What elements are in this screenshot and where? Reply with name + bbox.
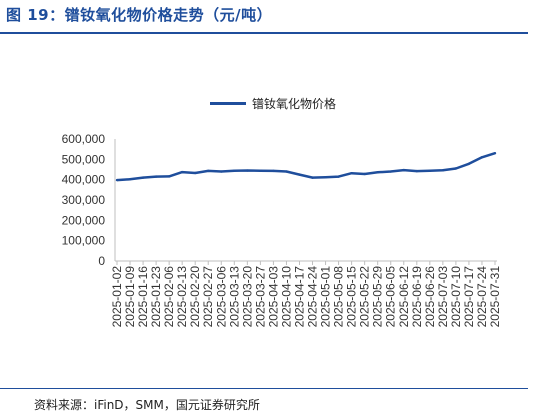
- data-point: [389, 170, 392, 173]
- x-tick-label: 2025-01-02: [110, 266, 124, 328]
- data-point: [376, 171, 379, 174]
- data-point: [298, 173, 301, 176]
- x-tick-label: 2025-03-20: [240, 266, 254, 328]
- x-tick-label: 2025-06-05: [384, 266, 398, 328]
- data-point: [337, 175, 340, 178]
- x-tick-label: 2025-02-06: [162, 266, 176, 328]
- x-tick-label: 2025-05-22: [358, 266, 372, 328]
- x-tick-label: 2025-05-01: [319, 266, 333, 328]
- data-point: [285, 170, 288, 173]
- x-tick-label: 2025-02-20: [188, 266, 202, 328]
- data-point: [220, 170, 223, 173]
- x-tick-label: 2025-03-06: [214, 266, 228, 328]
- data-point: [467, 162, 471, 166]
- x-tick-label: 2025-07-03: [436, 266, 450, 328]
- x-tick-label: 2025-05-08: [332, 266, 346, 328]
- legend-swatch: [210, 102, 246, 105]
- x-tick-label: 2025-04-17: [292, 266, 306, 328]
- title-divider: [0, 32, 528, 34]
- x-tick-label: 2025-04-03: [266, 266, 280, 328]
- data-point: [402, 168, 405, 172]
- data-point: [167, 175, 171, 178]
- figure-title: 图 19：镨钕氧化物价格走势（元/吨）: [6, 6, 273, 24]
- data-point: [141, 176, 145, 179]
- data-point: [154, 175, 158, 178]
- x-tick-label: 2025-03-13: [227, 266, 241, 328]
- y-tick-label: 200,000: [62, 213, 106, 227]
- x-tick-label: 2025-06-12: [397, 266, 411, 328]
- data-point: [454, 167, 458, 170]
- x-tick-label: 2025-06-26: [423, 266, 437, 328]
- x-tick-label: 2025-01-23: [149, 266, 163, 328]
- data-point: [194, 171, 197, 175]
- chart-legend: 镨钕氧化物价格: [210, 95, 336, 112]
- data-point: [180, 170, 184, 174]
- data-point: [311, 176, 314, 179]
- source-divider: [0, 388, 528, 389]
- y-tick-label: 0: [98, 254, 105, 268]
- x-tick-label: 2025-07-10: [449, 266, 463, 328]
- x-tick-label: 2025-05-29: [371, 266, 385, 328]
- data-point: [324, 176, 327, 179]
- x-tick-label: 2025-07-24: [475, 266, 489, 328]
- x-tick-label: 2025-07-17: [462, 266, 476, 328]
- x-tick-label: 2025-05-15: [345, 266, 359, 328]
- data-point: [480, 156, 484, 159]
- data-point: [233, 169, 236, 172]
- y-tick-label: 400,000: [62, 173, 106, 187]
- data-point: [441, 169, 445, 172]
- x-tick-label: 2025-01-09: [123, 266, 137, 328]
- series-line: [116, 152, 496, 182]
- x-tick-label: 2025-02-13: [175, 266, 189, 328]
- data-point: [246, 169, 249, 172]
- data-point: [128, 178, 132, 181]
- data-point: [259, 169, 262, 172]
- x-tick-label: 2025-04-10: [279, 266, 293, 328]
- data-point: [493, 152, 497, 155]
- data-point: [272, 169, 275, 173]
- x-tick-label: 2025-01-16: [136, 266, 150, 328]
- y-tick-label: 500,000: [62, 152, 106, 166]
- source-note: 资料来源：iFinD，SMM，国元证券研究所: [34, 398, 260, 412]
- data-point: [207, 169, 210, 173]
- x-tick-label: 2025-04-24: [306, 266, 320, 328]
- data-point: [415, 169, 418, 173]
- x-tick-label: 2025-07-31: [488, 266, 502, 328]
- data-point: [115, 178, 119, 182]
- x-tick-label: 2025-06-19: [410, 266, 424, 328]
- y-tick-label: 100,000: [62, 234, 106, 248]
- data-point: [350, 171, 353, 175]
- x-tick-label: 2025-03-27: [253, 266, 267, 328]
- line-chart: 0 100,000 200,000 300,000 400,000 500,000 600,…: [62, 132, 502, 328]
- y-tick-label: 600,000: [62, 132, 106, 146]
- data-point: [428, 169, 432, 172]
- legend-label: 镨钕氧化物价格: [252, 97, 337, 111]
- x-tick-label: 2025-02-27: [201, 266, 215, 328]
- data-point: [363, 172, 366, 176]
- y-tick-label: 300,000: [62, 193, 106, 207]
